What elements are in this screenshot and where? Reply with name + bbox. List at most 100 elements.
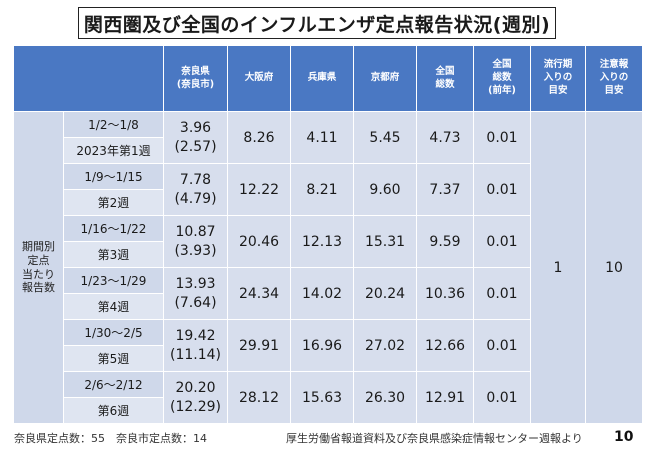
kyoto-value: 9.60 [353, 163, 417, 216]
table-row: 2/6〜2/12 20.20 (12.29) 28.12 15.63 26.30… [14, 371, 643, 424]
nara-value: 13.93 [175, 275, 216, 292]
kyoto-value: 15.31 [353, 215, 417, 268]
header-national: 全国 総数 [416, 45, 474, 112]
header-warning-line3: 目安 [604, 84, 624, 96]
kyoto-value: 5.45 [353, 111, 417, 164]
table-row: 1/16〜1/22 10.87 (3.93) 20.46 12.13 15.31… [14, 215, 643, 268]
header-nara-line1: 奈良県 [181, 65, 210, 77]
header-warning-line1: 注意報 [599, 59, 629, 71]
header-osaka: 大阪府 [227, 45, 291, 112]
nara-city-value: (12.29) [169, 398, 221, 415]
nara-value-cell: 7.78 (4.79) [163, 163, 228, 216]
week-date-range: 1/30〜2/5 [63, 319, 164, 346]
nara-value: 19.42 [175, 327, 216, 344]
table-header-row: 奈良県 (奈良市) 大阪府 兵庫県 京都府 全国 総数 全国 総数 (前年) 流… [13, 45, 643, 112]
osaka-value: 12.22 [227, 163, 291, 216]
table-row: 第6週 [14, 397, 643, 424]
header-nara-line2: (奈良市) [176, 78, 215, 90]
header-national-line1: 全国 [435, 65, 455, 77]
page-title: 関西圏及び全国のインフルエンザ定点報告状況(週別) [78, 7, 556, 39]
national-value: 12.66 [416, 319, 474, 372]
page-number: 10 [614, 429, 634, 445]
header-blank-cell [13, 45, 164, 112]
header-prev-line1: 全国 [492, 59, 512, 71]
header-nara: 奈良県 (奈良市) [163, 45, 228, 112]
table-row: 2023年第1週 [14, 137, 643, 164]
header-epidemic-line3: 目安 [548, 84, 568, 96]
hyogo-value: 16.96 [290, 319, 354, 372]
header-epidemic-line1: 流行期 [543, 59, 573, 71]
row-label-line3: 当たり [22, 267, 55, 281]
hyogo-value: 8.21 [290, 163, 354, 216]
nara-value: 10.87 [175, 223, 216, 240]
nara-city-value: (3.93) [174, 242, 217, 259]
week-number: 2023年第1週 [63, 137, 164, 164]
national-prev-value: 0.01 [473, 163, 531, 216]
table-row: 第2週 [14, 189, 643, 216]
nara-value-cell: 3.96 (2.57) [163, 111, 228, 164]
nara-value: 20.20 [175, 379, 216, 396]
osaka-value: 24.34 [227, 267, 291, 320]
national-value: 10.36 [416, 267, 474, 320]
osaka-value: 29.91 [227, 319, 291, 372]
kyoto-value: 20.24 [353, 267, 417, 320]
header-warning-line2: 入りの [599, 72, 629, 84]
national-prev-value: 0.01 [473, 319, 531, 372]
national-value: 4.73 [416, 111, 474, 164]
hyogo-value: 15.63 [290, 371, 354, 424]
table-row: 第4週 [14, 293, 643, 320]
table-row: 第5週 [14, 345, 643, 372]
national-value: 7.37 [416, 163, 474, 216]
table-row: 1/23〜1/29 13.93 (7.64) 24.34 14.02 20.24… [14, 267, 643, 320]
row-label-line2: 定点 [27, 253, 50, 267]
epidemic-threshold-value: 1 [530, 111, 586, 424]
nara-value-cell: 19.42 (11.14) [163, 319, 228, 372]
header-prev-line2: 総数 [492, 72, 512, 84]
week-number: 第5週 [63, 345, 164, 372]
osaka-value: 28.12 [227, 371, 291, 424]
row-group-label: 期間別 定点 当たり 報告数 [13, 111, 64, 424]
table-row: 第3週 [14, 241, 643, 268]
nara-city-value: (7.64) [174, 294, 217, 311]
header-hyogo: 兵庫県 [290, 45, 354, 112]
hyogo-value: 4.11 [290, 111, 354, 164]
table-row: 期間別 定点 当たり 報告数 1/2〜1/8 3.96 (2.57) 8.26 … [13, 111, 643, 424]
week-date-range: 1/16〜1/22 [63, 215, 164, 242]
week-date-range: 1/23〜1/29 [63, 267, 164, 294]
influenza-report-table: 奈良県 (奈良市) 大阪府 兵庫県 京都府 全国 総数 全国 総数 (前年) 流… [13, 45, 643, 424]
national-prev-value: 0.01 [473, 215, 531, 268]
national-prev-value: 0.01 [473, 371, 531, 424]
osaka-value: 8.26 [227, 111, 291, 164]
hyogo-value: 12.13 [290, 215, 354, 268]
week-number: 第4週 [63, 293, 164, 320]
header-prev-line3: (前年) [488, 84, 516, 96]
footer-sentinel-counts: 奈良県定点数：55 奈良市定点数：14 [14, 432, 207, 445]
week-date-range: 1/2〜1/8 [63, 111, 164, 138]
nara-value: 3.96 [179, 119, 212, 136]
nara-value-cell: 10.87 (3.93) [163, 215, 228, 268]
header-national-line2: 総数 [435, 78, 455, 90]
table-row: 1/30〜2/5 19.42 (11.14) 29.91 16.96 27.02… [14, 319, 643, 372]
week-number: 第3週 [63, 241, 164, 268]
week-number: 第2週 [63, 189, 164, 216]
week-date-range: 2/6〜2/12 [63, 371, 164, 398]
row-label-line1: 期間別 [22, 240, 55, 253]
national-value: 9.59 [416, 215, 474, 268]
nara-value-cell: 13.93 (7.64) [163, 267, 228, 320]
national-prev-value: 0.01 [473, 267, 531, 320]
header-kyoto: 京都府 [353, 45, 417, 112]
footer-source-note: 厚生労働省報道資料及び奈良県感染症情報センター週報より [286, 432, 583, 445]
nara-value: 7.78 [179, 171, 212, 188]
osaka-value: 20.46 [227, 215, 291, 268]
hyogo-value: 14.02 [290, 267, 354, 320]
row-label-line4: 報告数 [22, 281, 55, 295]
header-warning-threshold: 注意報 入りの 目安 [585, 45, 643, 112]
nara-city-value: (2.57) [174, 138, 217, 155]
warning-threshold-value: 10 [585, 111, 643, 424]
nara-value-cell: 20.20 (12.29) [163, 371, 228, 424]
national-value: 12.91 [416, 371, 474, 424]
header-national-prev-year: 全国 総数 (前年) [473, 45, 531, 112]
nara-city-value: (11.14) [169, 346, 221, 363]
kyoto-value: 26.30 [353, 371, 417, 424]
national-prev-value: 0.01 [473, 111, 531, 164]
